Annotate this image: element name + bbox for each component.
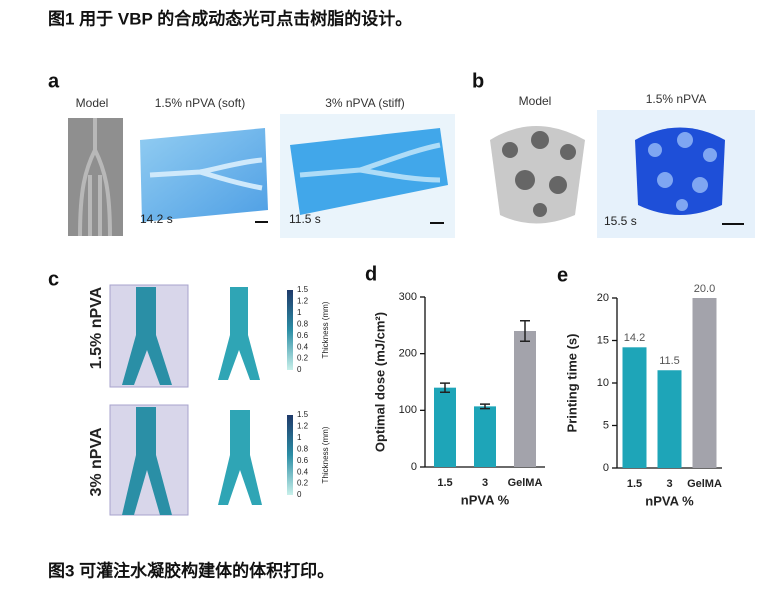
bar <box>657 370 682 468</box>
row-label: 3% nPVA <box>88 427 105 497</box>
colorbar-tick-label: 0.8 <box>297 444 309 453</box>
x-tick-label: 1.5 <box>627 478 642 490</box>
image-label: Model <box>519 94 552 108</box>
colorbar-tick-label: 0.8 <box>297 319 309 328</box>
colorbar-tick-label: 1 <box>297 308 302 317</box>
colorbar-tick-label: 1.5 <box>297 410 309 419</box>
colorbar-tick-label: 0.6 <box>297 456 309 465</box>
colorbar-label: Thickness (mm) <box>321 301 330 358</box>
print-time: 14.2 s <box>140 212 173 226</box>
value-label: 14.2 <box>624 332 645 344</box>
colorbar-tick-label: 0.6 <box>297 331 309 340</box>
bar <box>474 406 496 467</box>
soft-print-image: 14.2 s <box>132 112 272 237</box>
image-label: 1.5% nPVA (soft) <box>155 96 246 110</box>
x-tick-label: 3 <box>482 477 488 489</box>
row-label: 1.5% nPVA <box>88 286 105 369</box>
y-tick-label: 200 <box>399 348 417 360</box>
x-axis-title: nPVA % <box>645 493 694 508</box>
print-time: 11.5 s <box>289 212 321 226</box>
value-label: 11.5 <box>659 355 680 367</box>
error-bar <box>480 403 490 410</box>
colorbar-tick-label: 1.5 <box>297 285 309 294</box>
y-tick-label: 0 <box>603 462 609 474</box>
stiff-print-image: 11.5 s <box>280 114 455 238</box>
colorbar-tick-label: 0.4 <box>297 467 309 476</box>
y-axis-title: Printing time (s) <box>564 334 579 433</box>
model-image <box>68 118 123 237</box>
error-bar <box>440 382 450 393</box>
y-tick-label: 10 <box>597 377 609 389</box>
caption-bottom: 图3 可灌注水凝胶构建体的体积打印。 <box>48 560 334 580</box>
colorbar-tick-label: 0.4 <box>297 342 309 351</box>
y-tick-label: 0 <box>411 461 417 473</box>
bar <box>434 387 456 467</box>
image-label: Model <box>76 96 109 110</box>
y-tick-label: 300 <box>399 291 417 303</box>
x-tick-label: 3 <box>666 478 672 490</box>
caption-top: 图1 用于 VBP 的合成动态光可点击树脂的设计。 <box>48 8 412 28</box>
panel-letter: d <box>365 263 377 285</box>
thickness-maps <box>109 284 293 516</box>
colorbar-tick-label: 0.2 <box>297 479 309 488</box>
colorbar-tick-label: 0.2 <box>297 354 309 363</box>
colorbar-tick-label: 0 <box>297 490 302 499</box>
panel-letter: b <box>472 70 484 92</box>
y-tick-label: 100 <box>399 404 417 416</box>
panel-letter: c <box>48 268 59 290</box>
colorbar-tick-label: 0 <box>297 365 302 374</box>
x-tick-label: GelMA <box>687 478 722 490</box>
colorbar-tick-label: 1 <box>297 433 302 442</box>
panel-letter: e <box>557 264 568 286</box>
colorbar-label: Thickness (mm) <box>321 426 330 483</box>
x-axis-title: nPVA % <box>461 492 510 507</box>
y-axis-title: Optimal dose (mJ/cm²) <box>372 312 387 452</box>
bar <box>514 331 536 467</box>
colorbar-tick-label: 1.2 <box>297 422 309 431</box>
bar <box>622 347 647 468</box>
x-tick-label: GelMA <box>508 477 543 489</box>
y-tick-label: 15 <box>597 334 609 346</box>
y-tick-label: 20 <box>597 292 609 304</box>
panel-letter: a <box>48 70 60 92</box>
print-time: 15.5 s <box>604 214 637 228</box>
scaffold-model-image <box>490 126 585 224</box>
error-bar <box>520 320 530 342</box>
value-label: 20.0 <box>694 283 715 295</box>
colorbar-tick-label: 1.2 <box>297 297 309 306</box>
bar <box>692 298 717 468</box>
image-label: 1.5% nPVA <box>646 92 706 106</box>
x-tick-label: 1.5 <box>437 477 452 489</box>
scaffold-print-image: 15.5 s <box>597 110 755 238</box>
image-label: 3% nPVA (stiff) <box>325 96 405 110</box>
y-tick-label: 5 <box>603 419 609 431</box>
